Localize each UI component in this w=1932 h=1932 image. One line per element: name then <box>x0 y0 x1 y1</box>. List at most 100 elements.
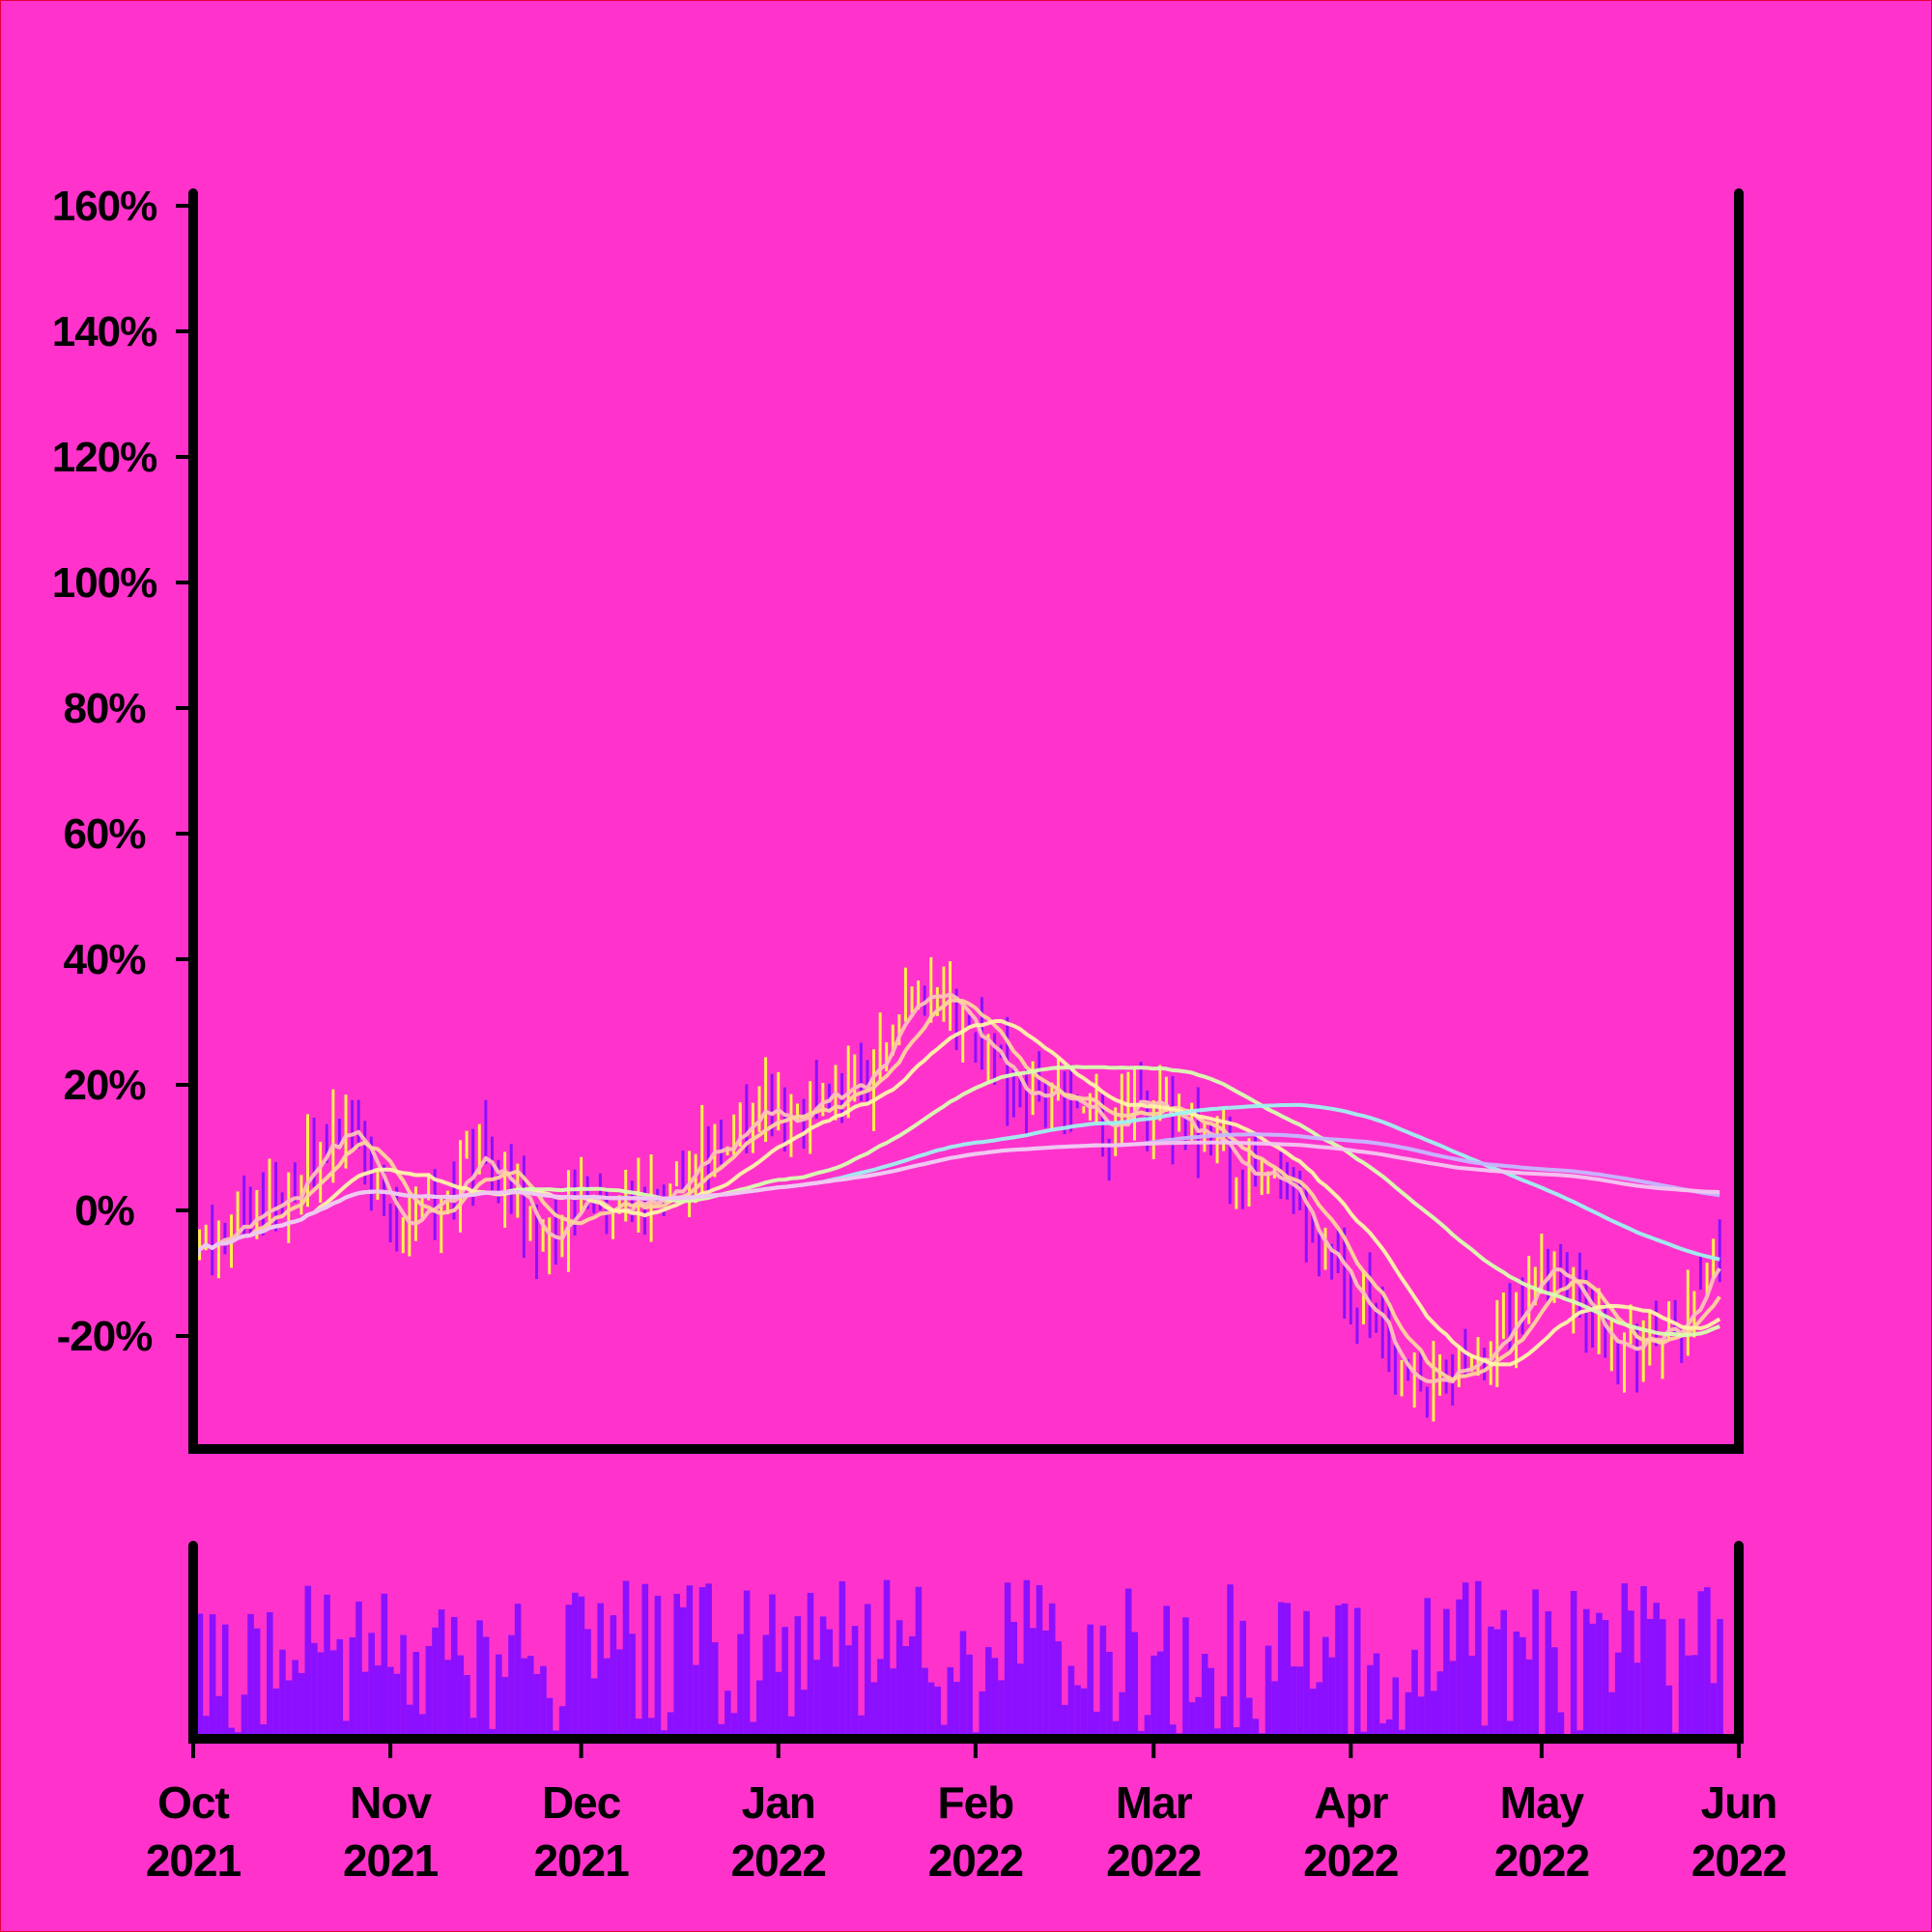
volume-bar <box>1188 1702 1196 1739</box>
x-tick-year-label: 2022 <box>928 1835 1023 1886</box>
volume-bar <box>1239 1620 1247 1739</box>
volume-bar <box>381 1593 388 1739</box>
volume-bar <box>1417 1696 1425 1739</box>
volume-bar <box>883 1579 891 1739</box>
volume-bar <box>393 1673 401 1739</box>
volume-bar <box>1704 1587 1711 1739</box>
volume-bar <box>1055 1641 1063 1739</box>
x-tick-month-label: May <box>1500 1777 1585 1828</box>
volume-bar <box>1710 1683 1718 1739</box>
volume-bar <box>654 1595 662 1739</box>
volume-bar <box>444 1660 451 1739</box>
volume-bar <box>1277 1602 1285 1739</box>
volume-bar <box>1201 1654 1208 1739</box>
volume-bar <box>1608 1691 1615 1739</box>
volume-bar <box>1271 1681 1278 1739</box>
volume-bar <box>864 1604 871 1739</box>
volume-bar <box>769 1594 776 1739</box>
volume-bar <box>464 1675 470 1739</box>
volume-bar <box>845 1645 852 1739</box>
volume-bar <box>406 1704 413 1739</box>
x-tick-year-label: 2021 <box>533 1835 629 1886</box>
volume-bar <box>387 1666 394 1739</box>
volume-bar <box>1678 1618 1686 1739</box>
volume-bar <box>1430 1690 1437 1739</box>
x-tick-year-label: 2021 <box>146 1835 242 1886</box>
volume-bar <box>1456 1599 1463 1739</box>
volume-bar <box>1589 1623 1597 1739</box>
volume-bar <box>267 1611 273 1739</box>
volume-bar <box>1557 1712 1565 1739</box>
volume-bar <box>775 1671 782 1739</box>
volume-bar <box>1296 1666 1304 1739</box>
volume-bar <box>1214 1728 1221 1739</box>
volume-bar <box>514 1604 522 1739</box>
volume-bar <box>1252 1719 1260 1739</box>
volume-bar <box>1042 1630 1049 1739</box>
x-tick-month-label: Jun <box>1701 1777 1777 1828</box>
x-tick-month-label: Feb <box>937 1777 1013 1828</box>
volume-bar <box>1532 1589 1539 1739</box>
volume-bar <box>1010 1621 1017 1739</box>
x-tick-month-label: Jan <box>742 1777 815 1828</box>
volume-bar <box>253 1628 261 1739</box>
volume-bar <box>966 1654 973 1739</box>
volume-bar <box>667 1712 674 1739</box>
volume-bar <box>922 1667 928 1739</box>
volume-bar <box>343 1720 350 1739</box>
volume-bar <box>838 1580 846 1739</box>
volume-bar <box>1291 1666 1297 1739</box>
volume-bar <box>496 1654 502 1739</box>
volume-bar <box>750 1721 757 1739</box>
volume-bar <box>998 1680 1005 1739</box>
volume-bar <box>737 1634 744 1739</box>
volume-bar <box>1030 1628 1037 1739</box>
volume-bar <box>686 1585 694 1739</box>
volume-bar <box>813 1660 820 1739</box>
volume-bar <box>298 1672 305 1739</box>
volume-bar <box>1195 1696 1202 1739</box>
volume-bar <box>1048 1603 1056 1739</box>
x-tick-year-label: 2022 <box>1494 1835 1589 1886</box>
y-tick-label: 0% <box>74 1187 134 1235</box>
volume-bar <box>851 1626 859 1739</box>
volume-bar <box>1119 1691 1125 1739</box>
volume-bar <box>819 1616 827 1739</box>
volume-bar <box>1144 1715 1151 1739</box>
volume-bar <box>578 1596 585 1739</box>
moving-average-5-line <box>193 992 1721 1384</box>
volume-bar <box>1500 1609 1507 1739</box>
volume-bar <box>572 1592 579 1739</box>
volume-bar <box>1488 1626 1494 1739</box>
x-axis-ticks: Oct 2021 Nov 2021 Dec 2021 Jan 2022 Feb 2022 Mar 20… <box>146 1739 1787 1886</box>
x-tick-month-label: Oct <box>157 1777 229 1828</box>
volume-bar <box>1169 1724 1177 1739</box>
volume-bar <box>743 1590 751 1739</box>
volume-bar <box>1545 1611 1552 1739</box>
volume-bar <box>858 1715 865 1739</box>
volume-bar <box>1004 1582 1011 1739</box>
volume-bar <box>762 1634 770 1739</box>
volume-bar <box>203 1716 210 1739</box>
volume-bar <box>1602 1620 1609 1739</box>
volume-bar <box>1341 1603 1349 1739</box>
volume-bar <box>1112 1720 1120 1739</box>
volume-bar <box>209 1614 216 1739</box>
volume-bar <box>292 1660 298 1739</box>
y-tick-label: 60% <box>63 810 145 858</box>
x-tick-year-label: 2022 <box>1303 1835 1398 1886</box>
volume-bar <box>597 1603 604 1739</box>
y-tick-label: 160% <box>52 183 157 230</box>
volume-bar <box>635 1719 642 1739</box>
moving-average-10-line <box>193 998 1721 1382</box>
volume-bar <box>1099 1625 1107 1739</box>
volume-bar <box>1640 1585 1647 1739</box>
volume-bar <box>940 1724 948 1739</box>
volume-bar <box>1634 1662 1641 1739</box>
moving-average-20-line <box>193 1018 1721 1367</box>
volume-panel-frame <box>188 1541 1744 1744</box>
volume-bar <box>1520 1636 1526 1739</box>
y-tick-label: 100% <box>52 559 157 607</box>
volume-bar <box>622 1580 630 1739</box>
